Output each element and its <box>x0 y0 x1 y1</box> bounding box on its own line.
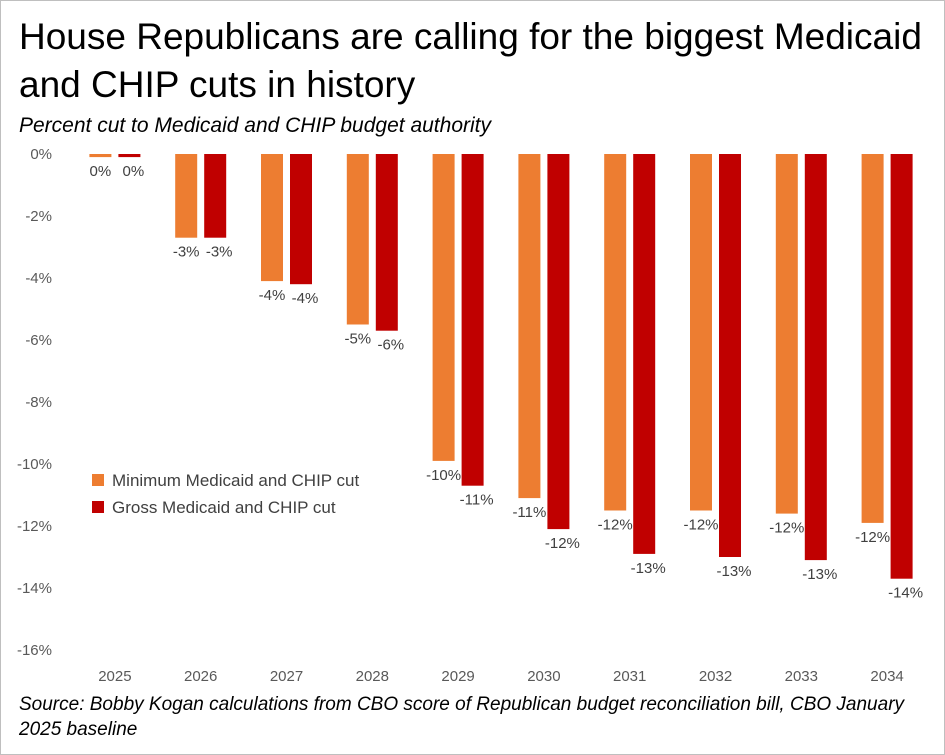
data-label-gross: -12% <box>545 535 580 552</box>
x-tick-label: 2032 <box>699 668 732 685</box>
bar-minimum-cut <box>604 154 627 511</box>
legend-label-gross: Gross Medicaid and CHIP cut <box>112 498 336 517</box>
data-label-minimum: -12% <box>683 517 718 534</box>
data-label-gross: -3% <box>206 244 233 261</box>
x-tick-label: 2034 <box>870 668 903 685</box>
bar-minimum-cut <box>775 154 798 514</box>
x-tick-label: 2027 <box>270 668 303 685</box>
data-label-gross: -14% <box>888 585 923 602</box>
y-tick-label: -12% <box>17 518 52 535</box>
data-label-minimum: -11% <box>512 504 546 521</box>
y-tick-label: -8% <box>25 394 52 411</box>
bar-gross-cut <box>547 154 570 530</box>
x-tick-label: 2033 <box>785 668 818 685</box>
data-label-minimum: -3% <box>173 244 200 261</box>
data-label-minimum: -10% <box>426 467 461 484</box>
y-tick-label: 0% <box>30 146 52 163</box>
bar-minimum-cut <box>861 154 884 523</box>
bar-gross-cut <box>633 154 656 554</box>
bar-gross-cut <box>461 154 484 486</box>
bar-minimum-cut <box>518 154 541 499</box>
x-tick-label: 2031 <box>613 668 646 685</box>
bar-minimum-cut <box>432 154 455 461</box>
bar-minimum-cut <box>175 154 198 238</box>
data-label-gross: -6% <box>377 337 404 354</box>
bar-gross-cut <box>290 154 312 285</box>
bar-minimum-cut <box>261 154 283 282</box>
legend-label-minimum: Minimum Medicaid and CHIP cut <box>112 471 359 490</box>
bar-minimum-cut <box>690 154 712 511</box>
data-label-gross: 0% <box>123 163 145 180</box>
data-label-minimum: -12% <box>598 517 633 534</box>
data-label-minimum: 0% <box>90 163 112 180</box>
source-note: Source: Bobby Kogan calculations from CB… <box>19 694 905 740</box>
chart-subtitle: Percent cut to Medicaid and CHIP budget … <box>19 114 491 137</box>
data-label-minimum: -5% <box>344 331 371 348</box>
y-tick-label: -4% <box>25 270 52 287</box>
x-tick-label: 2029 <box>441 668 474 685</box>
legend-swatch-minimum <box>92 474 104 486</box>
y-tick-label: -2% <box>25 208 52 225</box>
y-tick-label: -14% <box>17 580 52 597</box>
x-tick-label: 2026 <box>184 668 217 685</box>
bar-gross-cut <box>204 154 227 238</box>
bar-minimum-cut <box>346 154 369 325</box>
data-label-minimum: -4% <box>259 287 286 304</box>
bar-gross-cut <box>804 154 827 561</box>
data-label-minimum: -12% <box>769 520 804 537</box>
x-tick-label: 2025 <box>98 668 131 685</box>
data-label-gross: -4% <box>292 290 319 307</box>
bar-gross-cut <box>118 154 141 158</box>
data-label-gross: -13% <box>631 560 666 577</box>
bar-minimum-cut <box>89 154 112 158</box>
y-tick-label: -16% <box>17 642 52 659</box>
data-label-gross: -11% <box>460 492 494 509</box>
y-tick-label: -10% <box>17 456 52 473</box>
bar-gross-cut <box>719 154 741 557</box>
data-label-gross: -13% <box>716 563 751 580</box>
bar-gross-cut <box>890 154 913 579</box>
data-label-minimum: -12% <box>855 529 890 546</box>
y-tick-label: -6% <box>25 332 52 349</box>
chart-title: House Republicans are calling for the bi… <box>19 16 922 105</box>
x-tick-label: 2028 <box>356 668 389 685</box>
legend-swatch-gross <box>92 501 104 513</box>
bar-gross-cut <box>375 154 398 331</box>
data-label-gross: -13% <box>802 566 837 583</box>
x-tick-label: 2030 <box>527 668 560 685</box>
